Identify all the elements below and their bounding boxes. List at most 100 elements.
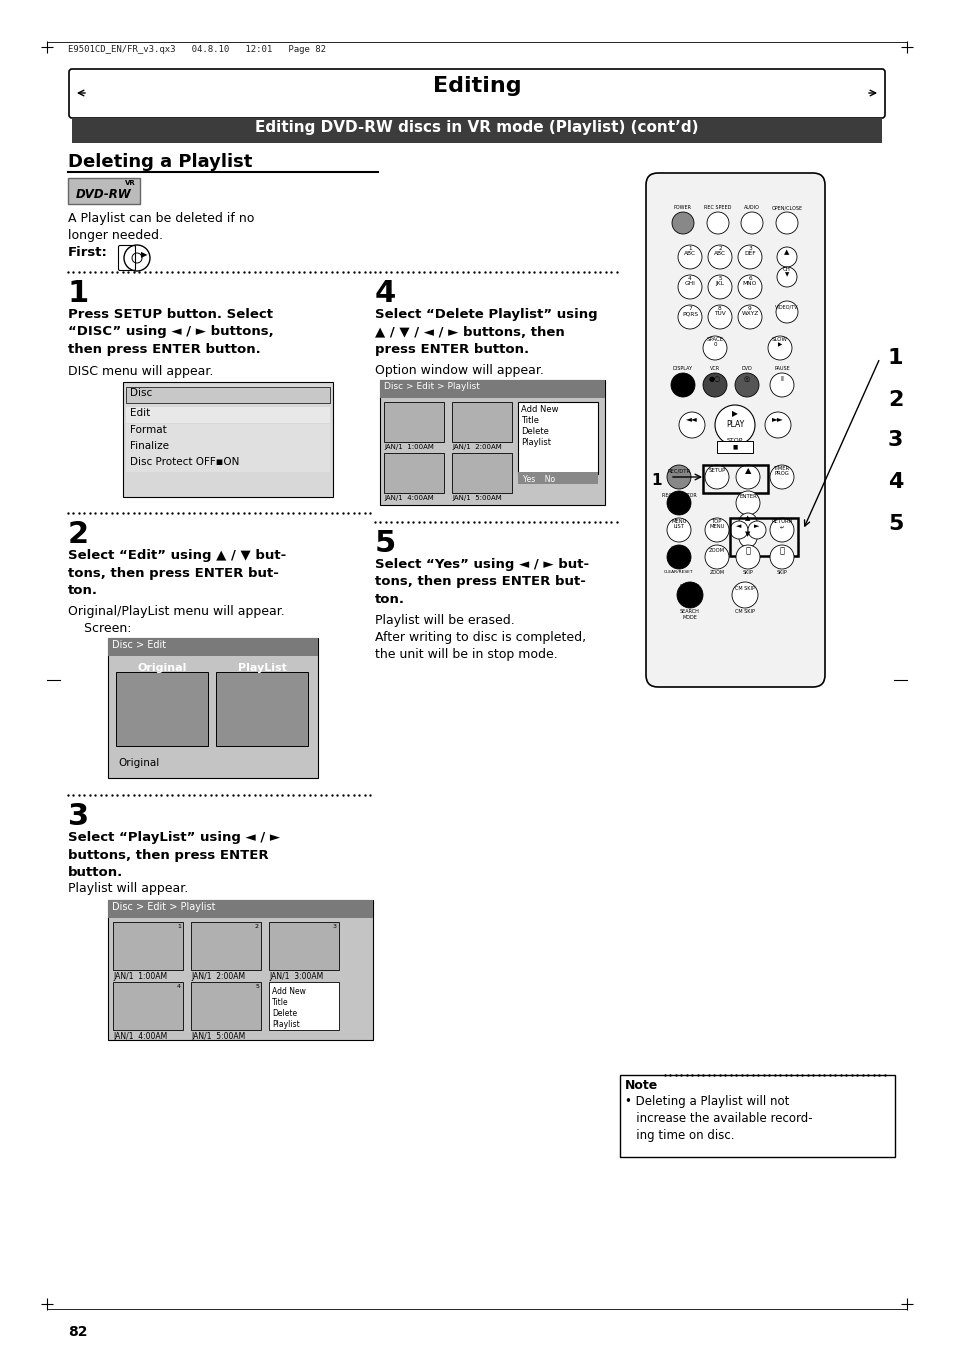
Text: 7
PQRS: 7 PQRS <box>681 305 698 316</box>
Text: Disc Protect OFF◾ON: Disc Protect OFF◾ON <box>130 457 239 467</box>
Text: 1: 1 <box>887 349 902 367</box>
Text: 1
ABC: 1 ABC <box>683 246 696 257</box>
FancyBboxPatch shape <box>118 246 135 270</box>
Circle shape <box>735 544 760 569</box>
Circle shape <box>666 490 690 515</box>
Text: A Playlist can be deleted if no
longer needed.: A Playlist can be deleted if no longer n… <box>68 212 254 242</box>
Bar <box>717 440 752 453</box>
Circle shape <box>747 521 765 539</box>
Text: ◄◄: ◄◄ <box>685 415 698 423</box>
Text: OPEN/CLOSE: OPEN/CLOSE <box>771 205 801 209</box>
Bar <box>108 900 373 1040</box>
Text: ■: ■ <box>732 444 737 450</box>
Text: MENU
LIST: MENU LIST <box>671 519 686 530</box>
Text: Disc > Edit > Playlist: Disc > Edit > Playlist <box>112 902 215 912</box>
Bar <box>452 453 512 493</box>
Bar <box>123 382 333 497</box>
Text: Format: Format <box>130 426 167 435</box>
Bar <box>108 638 317 657</box>
Text: DISC menu will appear.: DISC menu will appear. <box>68 365 213 378</box>
Text: ▶
PLAY: ▶ PLAY <box>725 409 743 428</box>
Text: JAN/1  1:00AM: JAN/1 1:00AM <box>384 444 434 450</box>
Text: PAUSE: PAUSE <box>773 366 789 372</box>
Text: 3: 3 <box>887 430 902 450</box>
Circle shape <box>769 517 793 542</box>
Circle shape <box>707 276 731 299</box>
Bar <box>126 440 330 457</box>
Bar <box>384 403 443 442</box>
Text: 3
DEF: 3 DEF <box>743 246 755 257</box>
Bar <box>68 178 140 204</box>
Bar <box>108 900 373 917</box>
Text: 1: 1 <box>177 924 181 929</box>
Circle shape <box>739 530 757 547</box>
Text: TOP
MENU: TOP MENU <box>708 519 724 530</box>
Circle shape <box>707 305 731 330</box>
Bar <box>126 407 330 423</box>
Text: Note: Note <box>624 1079 658 1092</box>
Text: 4: 4 <box>375 280 395 308</box>
Text: Editing DVD-RW discs in VR mode (Playlist) (cont’d): Editing DVD-RW discs in VR mode (Playlis… <box>255 120 698 135</box>
Circle shape <box>769 544 793 569</box>
Circle shape <box>729 521 747 539</box>
Text: SKIP: SKIP <box>741 570 753 576</box>
Text: Original/PlayList menu will appear.
    Screen:: Original/PlayList menu will appear. Scre… <box>68 605 284 635</box>
Circle shape <box>767 336 791 359</box>
FancyBboxPatch shape <box>645 173 824 688</box>
Bar <box>215 671 308 746</box>
Bar <box>702 465 767 493</box>
Circle shape <box>738 276 761 299</box>
Text: Disc: Disc <box>130 388 152 399</box>
Text: Select “Edit” using ▲ / ▼ but-
tons, then press ENTER but-
ton.: Select “Edit” using ▲ / ▼ but- tons, the… <box>68 549 286 597</box>
Circle shape <box>706 212 728 234</box>
Bar <box>379 380 604 505</box>
Text: SLOW
▶: SLOW ▶ <box>771 336 787 347</box>
Circle shape <box>678 276 701 299</box>
Text: Select “PlayList” using ◄ / ►
buttons, then press ENTER
button.: Select “PlayList” using ◄ / ► buttons, t… <box>68 831 280 880</box>
Text: Deleting a Playlist: Deleting a Playlist <box>68 153 253 172</box>
Text: ⏭: ⏭ <box>779 547 783 555</box>
Text: 5: 5 <box>254 984 258 989</box>
Text: 5: 5 <box>887 513 902 534</box>
Text: SKIP: SKIP <box>776 570 786 576</box>
Text: Edit: Edit <box>130 408 150 417</box>
Text: Press SETUP button. Select
“DISC” using ◄ / ► buttons,
then press ENTER button.: Press SETUP button. Select “DISC” using … <box>68 308 274 357</box>
Text: VCR: VCR <box>709 366 720 372</box>
Text: 1: 1 <box>651 473 661 488</box>
Text: JAN/1  4:00AM: JAN/1 4:00AM <box>384 494 434 501</box>
Circle shape <box>738 305 761 330</box>
Circle shape <box>776 267 796 286</box>
Circle shape <box>666 465 690 489</box>
Bar <box>126 386 330 403</box>
Text: ZOOM: ZOOM <box>709 570 723 576</box>
Text: 4
GHI: 4 GHI <box>684 276 695 286</box>
Text: JAN/1  2:00AM: JAN/1 2:00AM <box>452 444 501 450</box>
Bar <box>517 403 598 474</box>
Text: CLEAR/RESET: CLEAR/RESET <box>663 570 693 574</box>
Circle shape <box>702 336 726 359</box>
Circle shape <box>740 212 762 234</box>
Text: Original: Original <box>118 758 159 767</box>
Circle shape <box>707 245 731 269</box>
Text: ▲: ▲ <box>744 515 750 521</box>
Text: First:: First: <box>68 246 108 259</box>
Bar <box>384 453 443 493</box>
FancyBboxPatch shape <box>69 69 884 118</box>
Text: JAN/1  4:00AM: JAN/1 4:00AM <box>112 1032 167 1042</box>
Bar <box>112 982 183 1029</box>
Circle shape <box>775 212 797 234</box>
Text: Yes    No: Yes No <box>522 476 555 484</box>
Text: SETUP: SETUP <box>707 469 725 473</box>
Text: 4: 4 <box>887 471 902 492</box>
Text: DVD-RW: DVD-RW <box>76 188 132 201</box>
Text: REC SPEED: REC SPEED <box>703 205 731 209</box>
Circle shape <box>734 373 759 397</box>
Text: 4: 4 <box>177 984 181 989</box>
Text: ▲: ▲ <box>783 249 789 255</box>
Bar <box>191 921 261 970</box>
Circle shape <box>714 405 754 444</box>
Circle shape <box>735 490 760 515</box>
Circle shape <box>739 513 757 531</box>
Circle shape <box>775 301 797 323</box>
Text: E9501CD_EN/FR_v3.qx3   04.8.10   12:01   Page 82: E9501CD_EN/FR_v3.qx3 04.8.10 12:01 Page … <box>68 45 326 54</box>
